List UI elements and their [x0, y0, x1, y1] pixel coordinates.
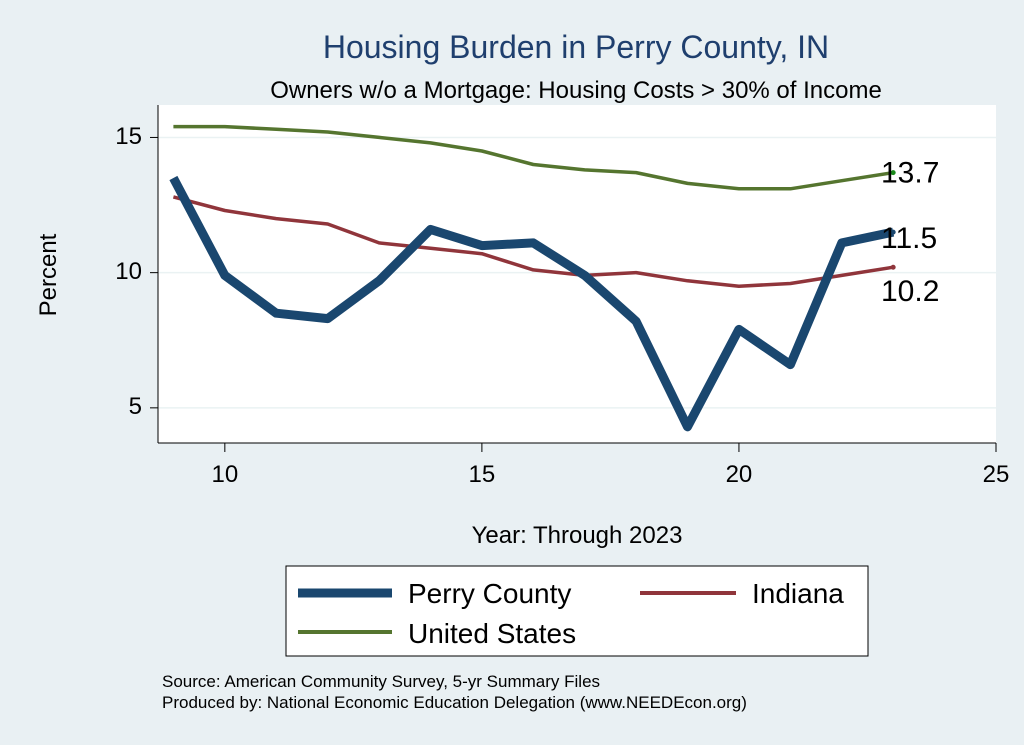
series-line-united-states	[173, 124, 894, 191]
legend: Perry County Indiana United States	[285, 565, 869, 657]
chart-title: Housing Burden in Perry County, IN	[323, 29, 829, 65]
series-line-indiana	[172, 195, 894, 288]
end-marker-indiana	[890, 264, 896, 270]
y-axis-title: Percent	[35, 233, 62, 316]
end-marker-perry-county	[890, 229, 896, 235]
x-tick-label: 10	[211, 461, 238, 488]
series-lines	[169, 124, 895, 432]
y-tick-label: 10	[115, 258, 142, 285]
source-note: Source: American Community Survey, 5-yr …	[162, 672, 600, 691]
end-label-indiana: 10.2	[881, 275, 939, 308]
legend-label-perry-county: Perry County	[408, 578, 571, 609]
end-marker-united-states	[890, 170, 896, 176]
x-axis-ticks: 10 15 20 25	[211, 443, 1009, 488]
chart-subtitle: Owners w/o a Mortgage: Housing Costs > 3…	[270, 77, 882, 104]
legend-label-united-states: United States	[408, 618, 576, 649]
x-tick-label: 25	[983, 461, 1010, 488]
y-tick-label: 15	[115, 123, 142, 150]
x-tick-label: 15	[469, 461, 496, 488]
y-axis-ticks: 5 10 15	[115, 123, 158, 420]
y-tick-label: 5	[129, 393, 142, 420]
end-label-united-states: 13.7	[881, 157, 939, 190]
x-tick-label: 20	[726, 461, 753, 488]
series-line-perry-county	[169, 175, 895, 432]
end-label-perry-county: 11.5	[881, 222, 937, 255]
x-axis-title: Year: Through 2023	[472, 522, 683, 549]
legend-label-indiana: Indiana	[752, 578, 844, 609]
legend-box	[285, 565, 869, 657]
series-end-markers	[890, 170, 896, 270]
producer-note: Produced by: National Economic Education…	[162, 693, 747, 712]
